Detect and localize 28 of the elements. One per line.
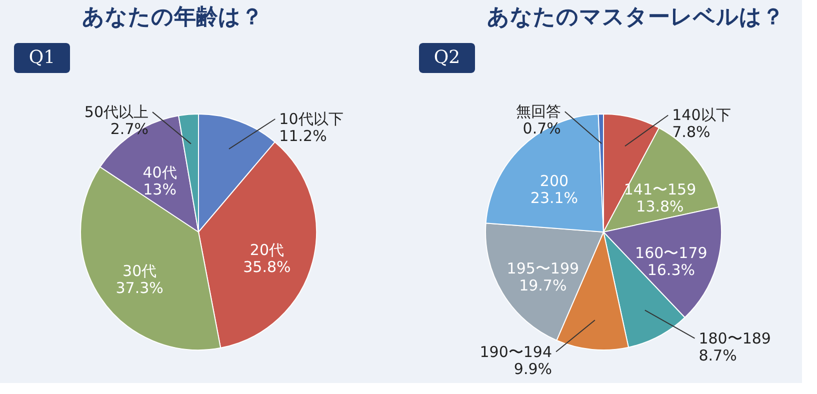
data-label: 13% (143, 180, 176, 199)
slice-label: 30代 (122, 262, 157, 280)
data-label: 37.3% (116, 279, 164, 298)
chart-title: あなたの年齢は？ (82, 5, 263, 30)
data-label: 13.8% (636, 197, 684, 216)
data-label: 7.8% (672, 123, 710, 142)
slice-label: 140以下 (672, 106, 731, 124)
chart-title: あなたのマスターレベルは？ (487, 5, 784, 30)
data-label: 23.1% (530, 189, 578, 208)
slice-label: 141〜159 (624, 180, 696, 198)
slice-label: 10代以下 (279, 110, 344, 128)
data-label: 35.8% (243, 258, 291, 276)
slice-label: 無回答 (516, 102, 561, 121)
slice-label: 200 (540, 172, 569, 190)
text: Q2 (434, 47, 460, 68)
text: Q1 (28, 47, 56, 68)
slice-label: 190〜194 (480, 342, 552, 361)
slice-label: 20代 (250, 241, 284, 260)
data-label: 8.7% (698, 346, 737, 364)
data-label: 11.2% (279, 127, 327, 146)
slice-label: 180〜189 (698, 329, 771, 348)
data-label: 16.3% (647, 260, 695, 279)
slice-label: 50代以上 (84, 103, 149, 122)
data-label: 19.7% (519, 276, 567, 295)
data-label: 9.9% (514, 360, 552, 378)
slice-label: 195〜199 (506, 260, 580, 278)
slice-label: 40代 (142, 164, 177, 182)
slice-label: 160〜179 (635, 244, 708, 262)
